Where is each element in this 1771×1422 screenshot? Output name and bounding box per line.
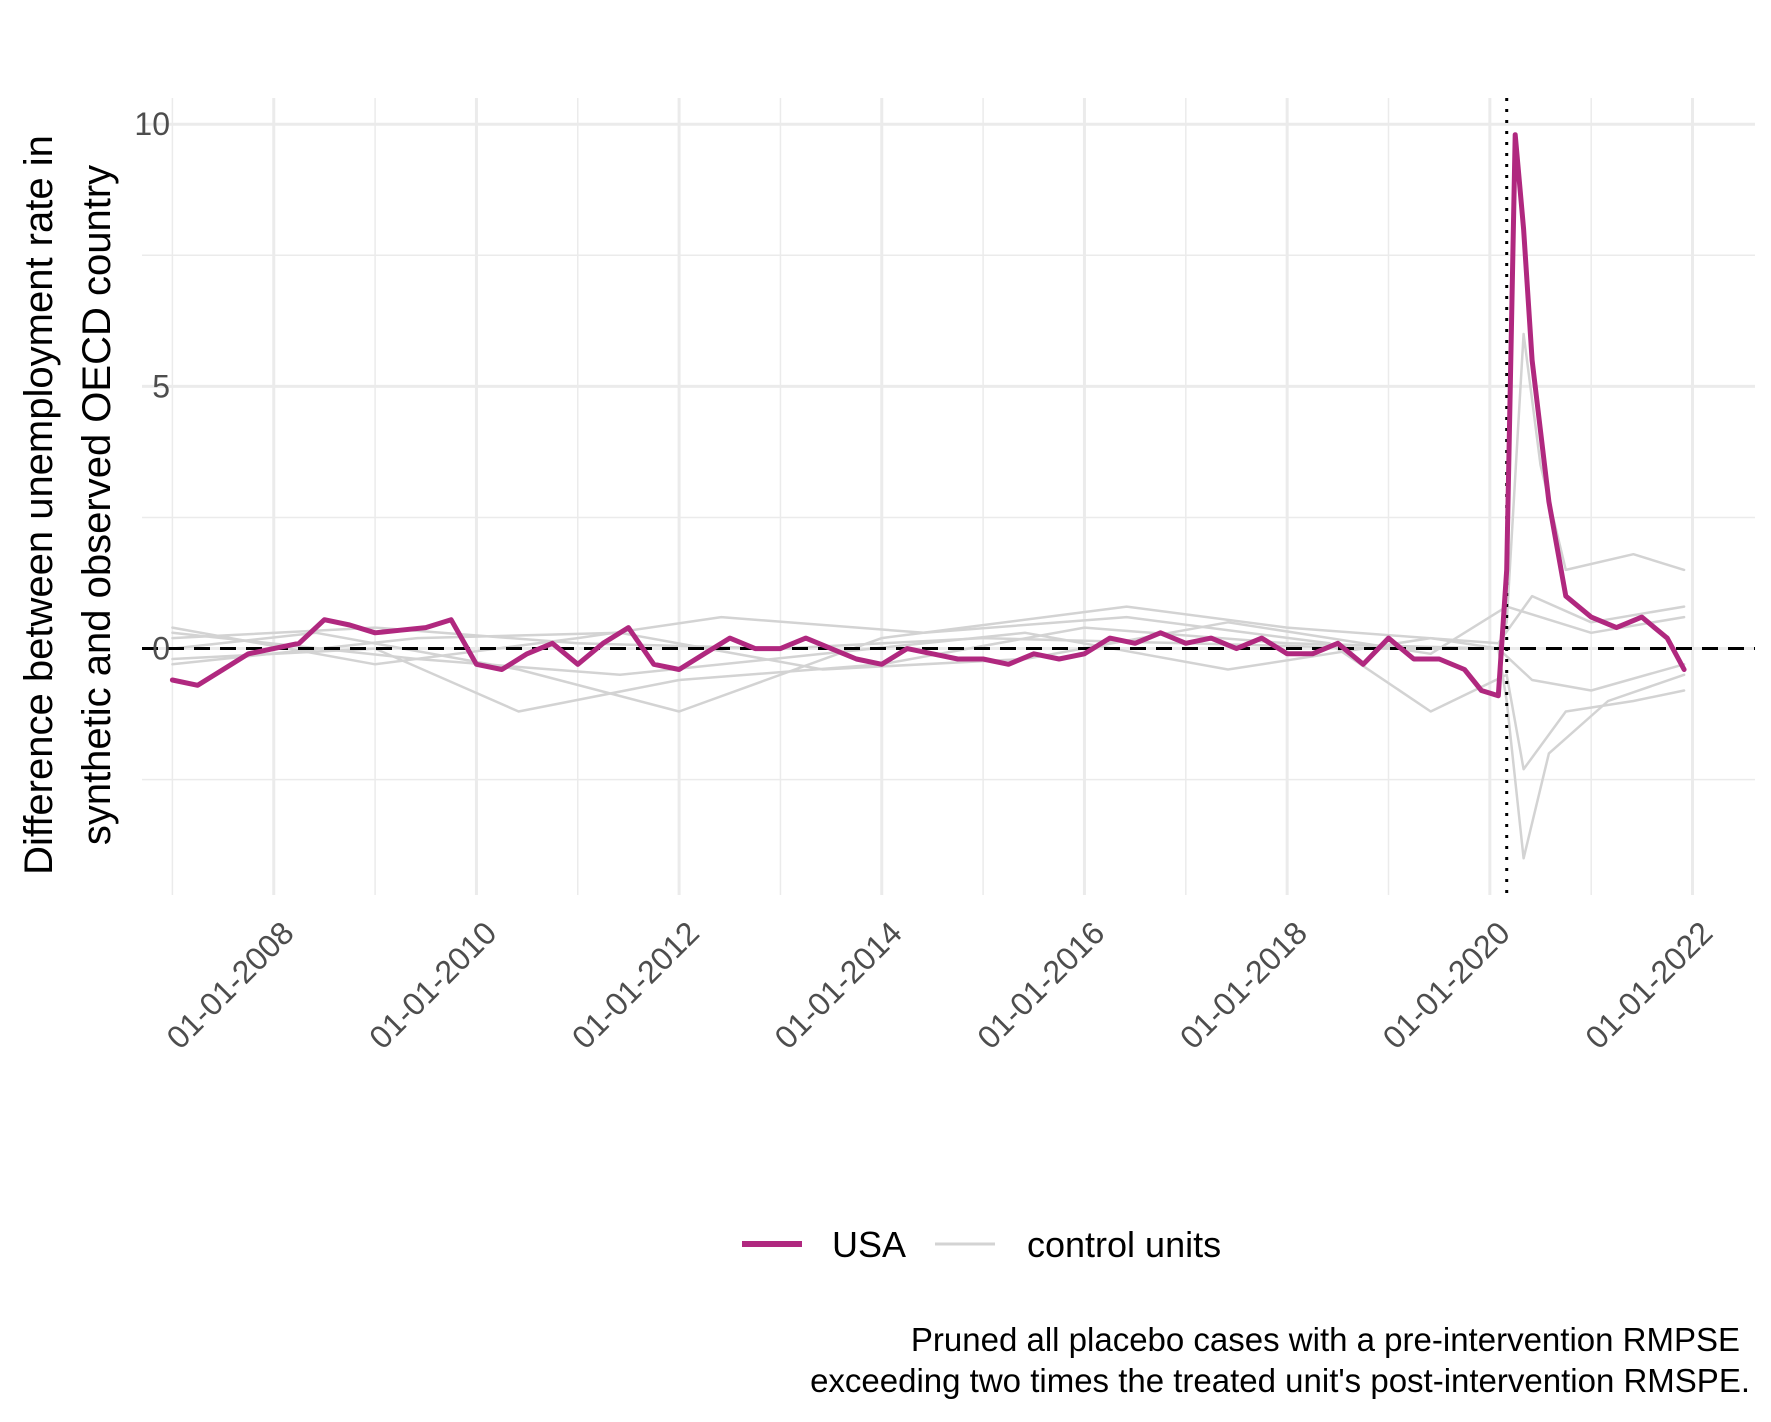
legend: USA control units [742, 1224, 1221, 1265]
x-tick-label: 01-01-2012 [565, 914, 706, 1055]
series-line-control-5 [171, 631, 1686, 692]
y-tick-label: 0 [152, 631, 170, 667]
x-tick-label: 01-01-2014 [768, 914, 909, 1055]
y-axis-ticks: 0 5 10 [134, 106, 170, 666]
caption-line-2: exceeding two times the treated unit's p… [810, 1362, 1750, 1399]
series-line-control-3 [171, 615, 1686, 771]
usa-series-group [169, 132, 1687, 699]
y-tick-label: 5 [152, 368, 170, 404]
series-line-control-2 [171, 626, 1686, 860]
y-tick-label: 10 [134, 106, 170, 142]
x-tick-label: 01-01-2022 [1578, 914, 1719, 1055]
legend-label-usa: USA [832, 1224, 906, 1265]
series-line-control-4 [171, 594, 1686, 713]
caption-line-1: Pruned all placebo cases with a pre-inte… [911, 1321, 1740, 1358]
x-tick-label: 01-01-2018 [1173, 914, 1314, 1055]
legend-label-control-units: control units [1027, 1224, 1221, 1265]
x-axis-ticks: 01-01-2008 01-01-2010 01-01-2012 01-01-2014… [159, 914, 1719, 1055]
x-tick-label: 01-01-2008 [159, 914, 300, 1055]
series-line-usa [169, 132, 1687, 699]
x-tick-label: 01-01-2016 [970, 914, 1111, 1055]
y-axis-label-line-2: synthetic and observed OECD country [75, 165, 119, 845]
series-line-control-1 [171, 332, 1686, 650]
control-series-group [171, 332, 1686, 860]
x-tick-label: 01-01-2010 [362, 914, 503, 1055]
x-tick-label: 01-01-2020 [1376, 914, 1517, 1055]
y-axis-label-line-1: Difference between unemployment rate in [17, 135, 61, 875]
